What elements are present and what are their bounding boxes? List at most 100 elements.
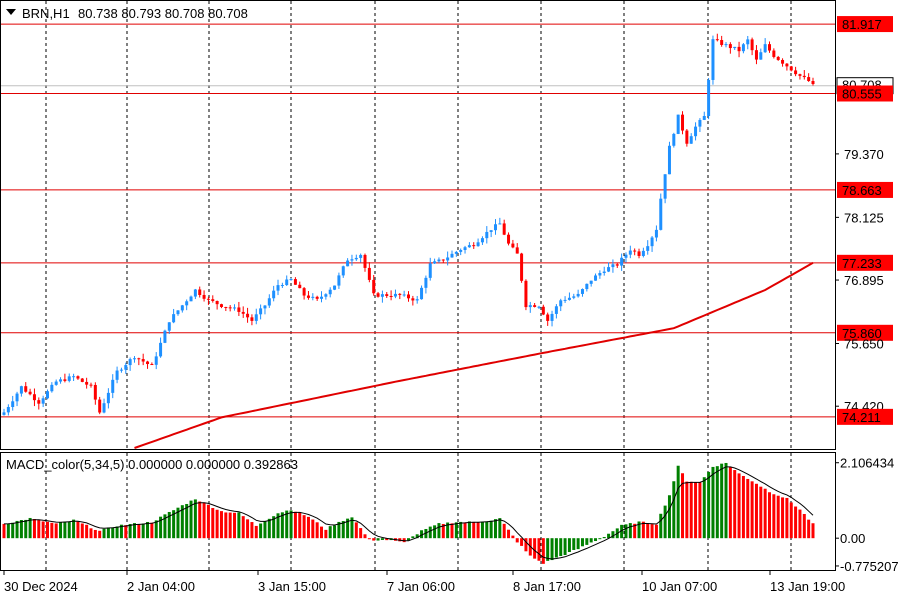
- macd-bar: [685, 481, 689, 539]
- candle-body: [341, 266, 345, 276]
- macd-bar: [650, 524, 654, 539]
- candle-body: [202, 294, 206, 299]
- candle-body: [115, 370, 119, 380]
- macd-bar: [572, 538, 576, 550]
- candle-body: [450, 253, 454, 258]
- macd-bar: [341, 521, 345, 539]
- macd-bar: [267, 518, 271, 539]
- candle-body: [437, 259, 441, 262]
- candle-body: [811, 81, 815, 85]
- candle-body: [302, 288, 306, 296]
- candle-body: [359, 254, 363, 258]
- macd-bar: [172, 510, 176, 539]
- macd-bar: [59, 522, 63, 539]
- candle-body: [176, 310, 180, 315]
- menu-triangle-icon[interactable]: [6, 9, 16, 15]
- price-axis-label-4: 78.663: [842, 183, 882, 198]
- macd-bar: [728, 467, 732, 539]
- candle-body: [124, 365, 128, 370]
- macd-bar: [459, 521, 463, 539]
- macd-bar: [567, 538, 571, 553]
- macd-bar: [524, 538, 528, 552]
- macd-bar: [180, 505, 184, 539]
- macd-bar: [354, 522, 358, 539]
- candle-body: [567, 297, 571, 300]
- macd-bar: [302, 515, 306, 539]
- candle-body: [285, 279, 289, 286]
- macd-bar: [346, 518, 350, 539]
- candle-body: [650, 237, 654, 247]
- macd-bar: [111, 527, 115, 539]
- candle-body: [507, 234, 511, 244]
- ma-line: [134, 261, 814, 449]
- candle-body: [180, 305, 184, 311]
- candle-body: [620, 257, 624, 266]
- candle-body: [250, 317, 254, 321]
- price-axis-box-4: [837, 181, 893, 198]
- time-axis-label-5: 10 Jan 07:00: [642, 579, 717, 594]
- candle-body: [454, 251, 458, 254]
- candle-body: [754, 50, 758, 60]
- moving-average: [134, 261, 814, 449]
- candle-body: [28, 391, 32, 395]
- macd-bar: [150, 522, 154, 539]
- macd-bar: [741, 476, 745, 539]
- candle-body: [659, 198, 663, 230]
- candle-body: [576, 293, 580, 297]
- candle-body: [550, 313, 554, 321]
- macd-bar: [315, 522, 319, 539]
- candle-body: [476, 242, 480, 247]
- macd-bar: [750, 481, 754, 539]
- macd-bar: [428, 526, 432, 539]
- macd-bar: [385, 538, 389, 541]
- macd-axis-label-1: 0.00: [840, 531, 865, 546]
- candle-body: [759, 52, 763, 60]
- macd-bar: [98, 530, 102, 539]
- candle-body: [272, 290, 276, 299]
- candle-body: [50, 384, 54, 392]
- candle-body: [146, 361, 150, 365]
- candle-body: [794, 70, 798, 75]
- macd-histogram: [2, 462, 815, 564]
- candle-body: [233, 307, 237, 309]
- candle-body: [511, 243, 515, 248]
- candle-body: [333, 285, 337, 290]
- macd-bar: [733, 470, 737, 539]
- candle-body: [802, 75, 806, 78]
- macd-bar: [146, 521, 150, 539]
- candle-body: [267, 298, 271, 306]
- candle-body: [741, 44, 745, 52]
- macd-bar: [633, 523, 637, 539]
- macd-bar: [37, 519, 41, 539]
- price-axis-label-5: 78.125: [844, 210, 884, 225]
- macd-bar: [80, 523, 84, 539]
- candle-body: [206, 298, 210, 300]
- macd-bar: [76, 521, 80, 539]
- candle-body: [493, 224, 497, 231]
- macd-bar: [515, 538, 519, 543]
- macd-bar: [763, 488, 767, 539]
- candle-body: [154, 356, 158, 365]
- macd-bar: [480, 521, 484, 539]
- macd-bar: [102, 528, 106, 539]
- macd-bar: [298, 512, 302, 539]
- candle-body: [320, 296, 324, 299]
- candle-body: [106, 392, 110, 404]
- candle-body: [528, 305, 532, 308]
- candle-body: [346, 260, 350, 267]
- candle-body: [45, 391, 49, 399]
- macd-bar: [163, 514, 167, 539]
- candle-body: [554, 306, 558, 314]
- macd-bar: [106, 527, 110, 539]
- macd-bar: [185, 503, 189, 539]
- macd-bar: [624, 524, 628, 539]
- price-axis-label-0: 81.917: [842, 17, 882, 32]
- macd-bar: [211, 508, 215, 539]
- macd-bar: [206, 504, 210, 539]
- macd-bar: [607, 533, 611, 539]
- time-axis-label-3: 7 Jan 06:00: [387, 579, 455, 594]
- macd-bar: [259, 523, 263, 539]
- macd-bar: [502, 523, 506, 539]
- macd-bar: [576, 538, 580, 550]
